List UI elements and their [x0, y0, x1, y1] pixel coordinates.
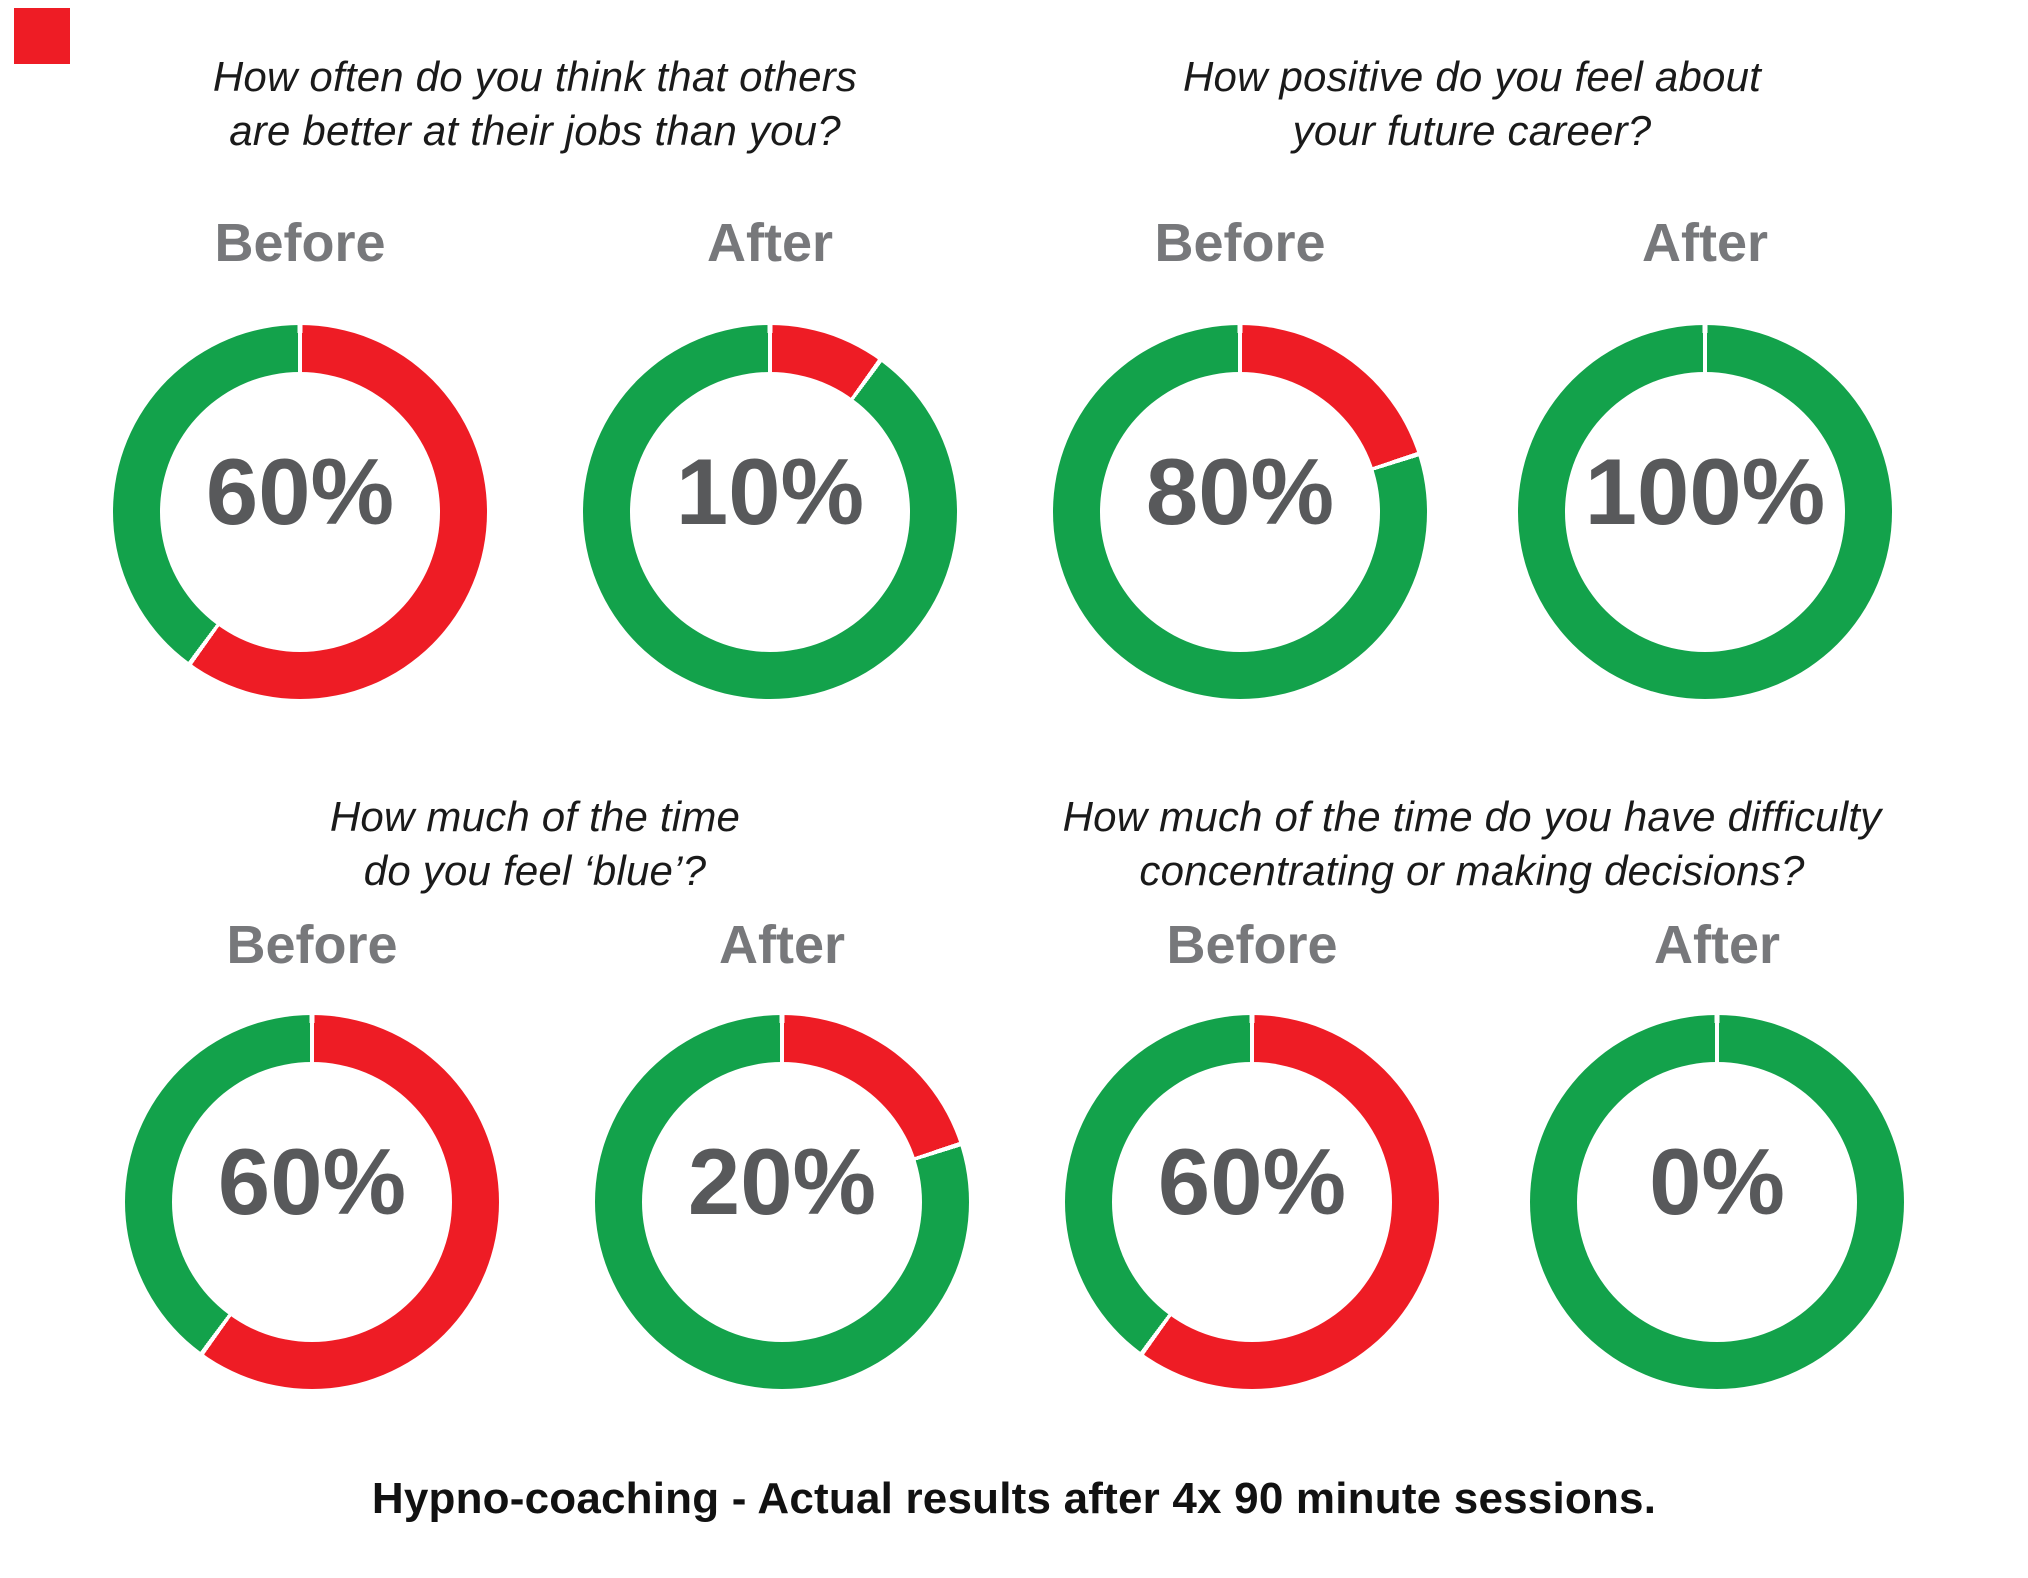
question-3: How much of the time do you feel ‘blue’? [35, 790, 1035, 898]
q4-after-label: After [1653, 915, 1780, 975]
donut-hole [1112, 1062, 1392, 1342]
q3-after-donut-chart: 20% [595, 1015, 969, 1389]
q2-before-donut-chart: 80% [1053, 325, 1427, 699]
q3-before-unit: Before 60% [125, 912, 499, 1389]
q2-after-label: After [1641, 213, 1768, 273]
q1-after-label: After [706, 213, 833, 273]
q4-before-unit: Before 60% [1065, 912, 1439, 1389]
question-4-line-2: concentrating or making decisions? [1139, 847, 1805, 894]
q1-before-value: 60% [205, 439, 395, 544]
donut-hole [1100, 372, 1380, 652]
question-2: How positive do you feel about your futu… [972, 50, 1972, 158]
q1-before-donut-chart: 60% [113, 325, 487, 699]
q3-before-donut-chart: 60% [125, 1015, 499, 1389]
q4-after-unit: After 0% [1530, 912, 1904, 1389]
q3-after-value: 20% [687, 1129, 877, 1234]
question-2-line-1: How positive do you feel about [1182, 53, 1762, 100]
q4-after-value: 0% [1649, 1129, 1785, 1234]
question-1-line-2: are better at their jobs than you? [229, 107, 841, 154]
q3-before-value: 60% [217, 1129, 407, 1234]
question-4-line-1: How much of the time do you have difficu… [1062, 793, 1882, 840]
q2-after-unit: After 100% [1518, 210, 1892, 699]
q2-before-label: Before [1154, 213, 1326, 273]
q2-after-value: 100% [1584, 439, 1826, 544]
q4-before-donut-chart: 60% [1065, 1015, 1439, 1389]
donut-hole [1565, 372, 1845, 652]
q1-after-donut-chart: 10% [583, 325, 957, 699]
q4-after-donut-chart: 0% [1530, 1015, 1904, 1389]
donut-hole [172, 1062, 452, 1342]
q1-after-value: 10% [675, 439, 865, 544]
q4-before-label: Before [1166, 915, 1338, 975]
q1-after-unit: After 10% [583, 210, 957, 699]
q3-after-unit: After 20% [595, 912, 969, 1389]
red-corner-square [14, 8, 70, 64]
question-4: How much of the time do you have difficu… [972, 790, 1972, 898]
q1-before-unit: Before 60% [113, 210, 487, 699]
question-1-line-1: How often do you think that others [212, 53, 858, 100]
question-2-line-2: your future career? [1292, 107, 1652, 154]
question-3-line-1: How much of the time [329, 793, 741, 840]
q3-before-label: Before [226, 915, 398, 975]
q2-after-donut-chart: 100% [1518, 325, 1892, 699]
caption: Hypno-coaching - Actual results after 4x… [371, 1474, 1657, 1523]
q3-after-label: After [718, 915, 845, 975]
q2-before-unit: Before 80% [1053, 210, 1427, 699]
question-1: How often do you think that others are b… [35, 50, 1035, 158]
q2-before-value: 80% [1145, 439, 1335, 544]
q4-before-value: 60% [1157, 1129, 1347, 1234]
q1-before-label: Before [214, 213, 386, 273]
donut-hole [160, 372, 440, 652]
donut-hole [642, 1062, 922, 1342]
donut-hole [1577, 1062, 1857, 1342]
question-3-line-2: do you feel ‘blue’? [363, 847, 707, 894]
donut-hole [630, 372, 910, 652]
